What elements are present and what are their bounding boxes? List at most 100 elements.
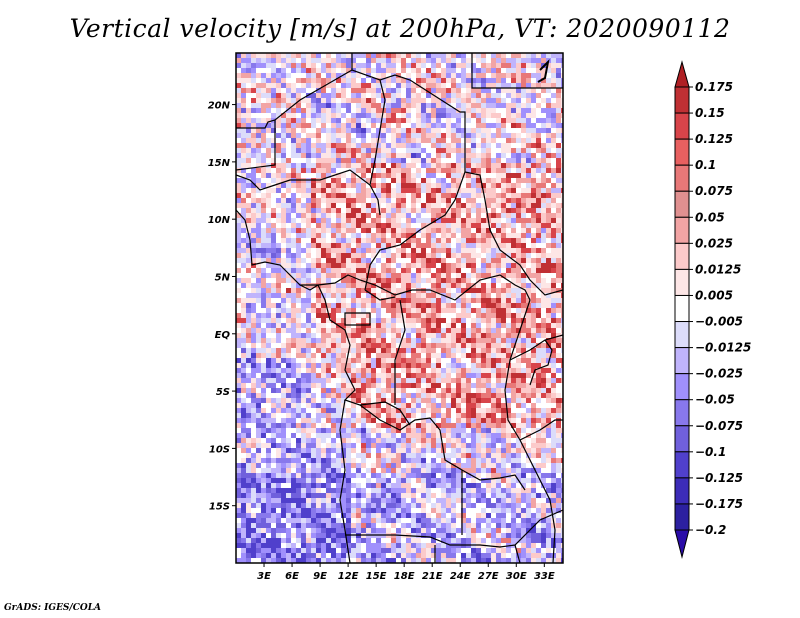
field-cell bbox=[526, 268, 531, 273]
field-cell bbox=[251, 138, 256, 143]
field-cell bbox=[421, 428, 426, 433]
field-cell bbox=[476, 368, 481, 373]
field-cell bbox=[481, 123, 486, 128]
field-cell bbox=[356, 268, 361, 273]
field-cell bbox=[341, 328, 346, 333]
field-cell bbox=[401, 203, 406, 208]
field-cell bbox=[306, 158, 311, 163]
field-cell bbox=[331, 228, 336, 233]
field-cell bbox=[556, 238, 561, 243]
field-cell bbox=[466, 98, 471, 103]
field-cell bbox=[251, 118, 256, 123]
field-cell bbox=[311, 238, 316, 243]
field-cell bbox=[331, 133, 336, 138]
field-cell bbox=[426, 178, 431, 183]
field-cell bbox=[416, 378, 421, 383]
field-cell bbox=[471, 253, 476, 258]
field-cell bbox=[351, 298, 356, 303]
field-cell bbox=[316, 143, 321, 148]
field-cell bbox=[236, 423, 241, 428]
field-cell bbox=[536, 343, 541, 348]
field-cell bbox=[366, 358, 371, 363]
field-cell bbox=[456, 283, 461, 288]
field-cell bbox=[401, 93, 406, 98]
field-cell bbox=[516, 348, 521, 353]
field-cell bbox=[326, 333, 331, 338]
field-cell bbox=[246, 58, 251, 63]
field-cell bbox=[281, 348, 286, 353]
field-cell bbox=[466, 128, 471, 133]
field-cell bbox=[236, 263, 241, 268]
field-cell bbox=[326, 303, 331, 308]
field-cell bbox=[406, 358, 411, 363]
field-cell bbox=[436, 293, 441, 298]
field-cell bbox=[271, 88, 276, 93]
field-cell bbox=[381, 428, 386, 433]
field-cell bbox=[246, 113, 251, 118]
field-cell bbox=[286, 368, 291, 373]
field-cell bbox=[346, 363, 351, 368]
field-cell bbox=[476, 93, 481, 98]
field-cell bbox=[441, 348, 446, 353]
field-cell bbox=[436, 253, 441, 258]
field-cell bbox=[321, 58, 326, 63]
field-cell bbox=[476, 383, 481, 388]
field-cell bbox=[401, 253, 406, 258]
field-cell bbox=[451, 263, 456, 268]
field-cell bbox=[266, 288, 271, 293]
field-cell bbox=[436, 333, 441, 338]
field-cell bbox=[516, 233, 521, 238]
field-cell bbox=[306, 113, 311, 118]
field-cell bbox=[346, 178, 351, 183]
field-cell bbox=[421, 168, 426, 173]
field-cell bbox=[301, 188, 306, 193]
field-cell bbox=[451, 183, 456, 188]
field-cell bbox=[461, 148, 466, 153]
field-cell bbox=[426, 83, 431, 88]
field-cell bbox=[381, 348, 386, 353]
field-cell bbox=[391, 278, 396, 283]
field-cell bbox=[436, 318, 441, 323]
field-cell bbox=[446, 163, 451, 168]
field-cell bbox=[386, 413, 391, 418]
field-cell bbox=[251, 163, 256, 168]
field-cell bbox=[321, 253, 326, 258]
field-cell bbox=[281, 328, 286, 333]
field-cell bbox=[536, 113, 541, 118]
field-cell bbox=[296, 218, 301, 223]
field-cell bbox=[536, 413, 541, 418]
field-cell bbox=[471, 93, 476, 98]
field-cell bbox=[546, 338, 551, 343]
field-cell bbox=[351, 418, 356, 423]
field-cell bbox=[421, 228, 426, 233]
field-cell bbox=[416, 118, 421, 123]
field-cell bbox=[296, 333, 301, 338]
field-cell bbox=[506, 238, 511, 243]
field-cell bbox=[361, 153, 366, 158]
field-cell bbox=[491, 173, 496, 178]
field-cell bbox=[241, 143, 246, 148]
field-cell bbox=[526, 253, 531, 258]
field-cell bbox=[471, 113, 476, 118]
field-cell bbox=[441, 263, 446, 268]
field-cell bbox=[391, 373, 396, 378]
field-cell bbox=[381, 333, 386, 338]
field-cell bbox=[401, 98, 406, 103]
field-cell bbox=[246, 298, 251, 303]
field-cell bbox=[381, 188, 386, 193]
field-cell bbox=[391, 318, 396, 323]
field-cell bbox=[296, 118, 301, 123]
field-cell bbox=[371, 248, 376, 253]
field-cell bbox=[356, 113, 361, 118]
field-cell bbox=[451, 193, 456, 198]
field-cell bbox=[436, 203, 441, 208]
field-cell bbox=[281, 423, 286, 428]
field-cell bbox=[511, 133, 516, 138]
field-cell bbox=[291, 138, 296, 143]
field-cell bbox=[251, 78, 256, 83]
field-cell bbox=[526, 198, 531, 203]
field-cell bbox=[441, 223, 446, 228]
field-cell bbox=[416, 78, 421, 83]
field-cell bbox=[561, 93, 563, 98]
field-cell bbox=[276, 388, 281, 393]
